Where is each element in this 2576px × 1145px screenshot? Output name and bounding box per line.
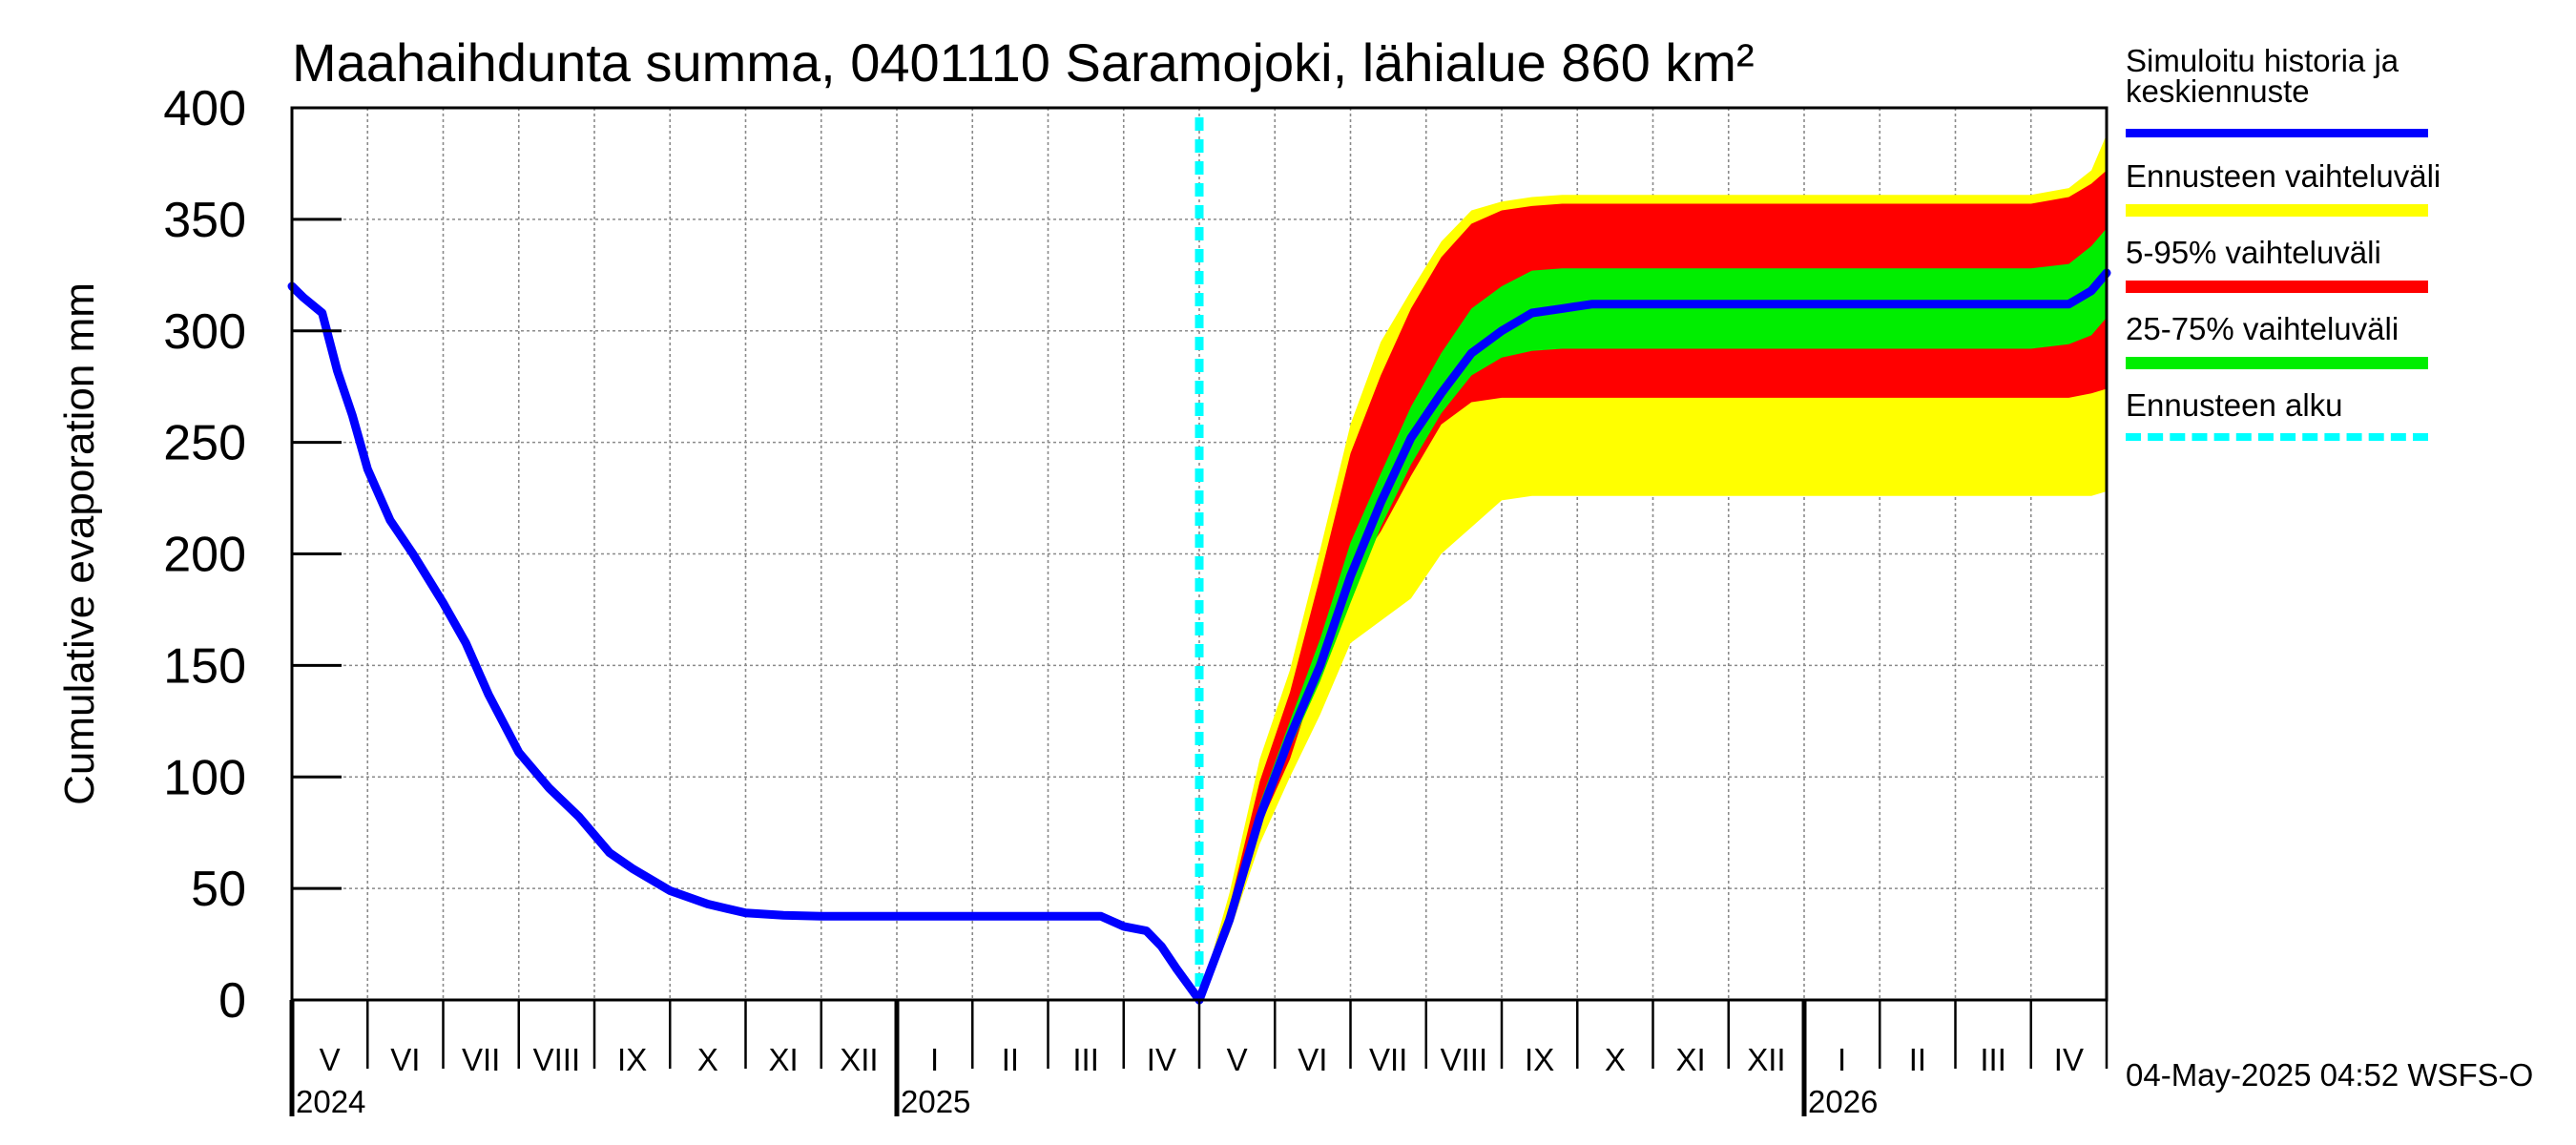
legend-label: 5-95% vaihteluväli (2126, 235, 2381, 270)
legend-label: 25-75% vaihteluväli (2126, 311, 2399, 346)
x-month-label: II (1909, 1042, 1926, 1077)
y-tick-label: 50 (191, 862, 246, 917)
x-month-label: XI (1676, 1042, 1706, 1077)
series-lines (287, 117, 2111, 1005)
y-tick-label: 0 (218, 973, 246, 1029)
legend-item-25-75: 25-75% vaihteluväli (2126, 313, 2545, 389)
timestamp: 04-May-2025 04:52 WSFS-O (2126, 1057, 2534, 1093)
y-tick-label: 150 (163, 638, 246, 694)
x-year-label: 2026 (1808, 1084, 1878, 1119)
x-month-label: IV (1147, 1042, 1176, 1077)
legend-label: Ennusteen alku (2126, 387, 2343, 423)
y-tick-label: 200 (163, 528, 246, 583)
y-tick-label: 100 (163, 750, 246, 805)
x-month-label: VII (1369, 1042, 1407, 1077)
legend-label: Ennusteen vaihteluväli (2126, 158, 2441, 194)
legend-swatch-25-75 (2126, 357, 2428, 369)
axes (289, 106, 2109, 1116)
legend-item-range: Ennusteen vaihteluväli (2126, 160, 2545, 237)
y-tick-label: 250 (163, 416, 246, 471)
x-month-label: XII (1747, 1042, 1785, 1077)
band-5-95-range (1199, 170, 2107, 1000)
x-month-label: V (320, 1042, 341, 1077)
x-month-label: IX (1525, 1042, 1554, 1077)
y-tick-label: 350 (163, 193, 246, 248)
x-year-label: 2024 (296, 1084, 365, 1119)
y-tick-label: 400 (163, 81, 246, 136)
x-month-label: XII (840, 1042, 878, 1077)
median-forecast-line (1195, 268, 2111, 1005)
x-month-label: II (1002, 1042, 1019, 1077)
x-month-label: III (1072, 1042, 1099, 1077)
legend-swatch-5-95 (2126, 281, 2428, 293)
history-line (287, 281, 1204, 1005)
legend-label: Simuloitu historia ja keskiennuste (2126, 43, 2399, 109)
x-month-label: IV (2054, 1042, 2084, 1077)
x-month-label: VIII (1441, 1042, 1488, 1077)
chart-title: Maahaihdunta summa, 0401110 Saramojoki, … (292, 32, 1755, 93)
x-month-label: VI (390, 1042, 420, 1077)
x-month-label: VII (462, 1042, 500, 1077)
x-month-label: X (697, 1042, 718, 1077)
y-axis-label: Cumulative evaporation mm (56, 282, 103, 805)
x-month-label: X (1605, 1042, 1626, 1077)
legend-swatch-history (2126, 129, 2428, 137)
x-month-label: VIII (533, 1042, 581, 1077)
x-month-label: I (1838, 1042, 1846, 1077)
legend-swatch-forecast-start (2126, 433, 2428, 441)
legend-item-forecast-start: Ennusteen alku (2126, 389, 2545, 466)
legend-item-history: Simuloitu historia ja keskiennuste (2126, 43, 2545, 137)
x-month-label: I (930, 1042, 939, 1077)
legend: Simuloitu historia ja keskiennuste Ennus… (2126, 43, 2545, 466)
x-month-label: V (1227, 1042, 1248, 1077)
x-month-label: IX (617, 1042, 647, 1077)
x-month-label: III (1980, 1042, 2006, 1077)
legend-swatch-range (2126, 204, 2428, 217)
x-month-label: VI (1298, 1042, 1327, 1077)
x-year-label: 2025 (901, 1084, 970, 1119)
x-month-label: XI (769, 1042, 799, 1077)
y-tick-label: 300 (163, 304, 246, 360)
legend-item-5-95: 5-95% vaihteluväli (2126, 237, 2545, 313)
